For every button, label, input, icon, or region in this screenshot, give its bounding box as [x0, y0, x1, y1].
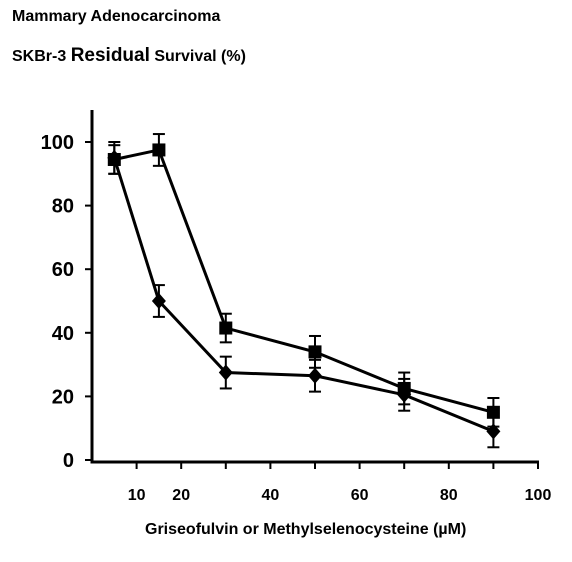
- chart-series: [107, 133, 501, 449]
- series-2-diamond: [107, 141, 501, 449]
- y-tick-label: 60: [52, 259, 74, 281]
- chart-title: Mammary Adenocarcinoma: [12, 8, 221, 25]
- data-point-diamond: [107, 149, 122, 166]
- y-tick-label: 80: [52, 196, 74, 218]
- x-axis-label: Griseofulvin or Methylselenocysteine (µM…: [145, 521, 467, 538]
- x-tick-label: 40: [262, 487, 280, 504]
- data-point-diamond: [151, 293, 166, 309]
- data-point-diamond: [397, 386, 412, 403]
- series-line: [112, 157, 494, 433]
- series-line: [113, 148, 494, 414]
- data-point-diamond: [308, 367, 322, 384]
- x-tick-label: 10: [128, 487, 146, 504]
- data-point-square: [308, 345, 322, 359]
- data-point-square: [219, 321, 233, 335]
- subtitle-survival: Survival (%): [154, 48, 246, 65]
- data-point-square: [152, 143, 166, 157]
- y-tick-label: 20: [52, 386, 74, 408]
- data-point-diamond: [218, 364, 233, 381]
- x-tick-label: 60: [351, 487, 369, 504]
- chart-axes: 0 20 40 60 80 100 10 20 40 60 80 100: [41, 110, 552, 504]
- y-tick-label: 40: [52, 323, 74, 345]
- data-point-diamond: [486, 423, 501, 440]
- x-tick-label: 100: [525, 487, 552, 504]
- series-1-square: [107, 133, 500, 428]
- y-tick-label: 100: [41, 132, 74, 154]
- y-tick-label: 0: [63, 450, 74, 472]
- x-tick-label: 20: [172, 487, 190, 504]
- x-tick-label: 80: [440, 487, 458, 504]
- chart-subtitle: SKBr-3 Residual Survival (%): [12, 45, 246, 67]
- subtitle-cell-line: SKBr-3: [12, 48, 67, 65]
- subtitle-residual: Residual: [70, 45, 150, 66]
